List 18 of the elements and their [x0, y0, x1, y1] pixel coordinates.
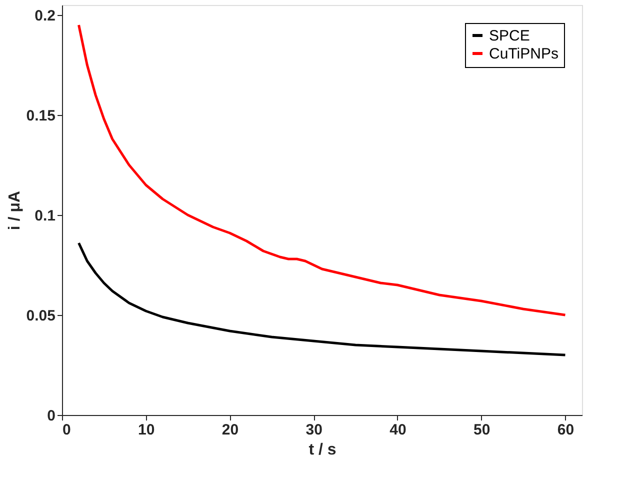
x-tick-label: 0 — [62, 422, 71, 438]
x-tick-label: 20 — [222, 422, 239, 438]
y-tick-label: 0.05 — [26, 308, 56, 324]
legend-label: CuTiPNPs — [489, 46, 558, 62]
x-tick-label: 40 — [390, 422, 406, 438]
y-axis-title: i / μA — [6, 190, 24, 230]
x-tick-label: 60 — [557, 422, 574, 438]
x-axis-title: t / s — [308, 442, 336, 458]
x-tick-label: 10 — [138, 422, 155, 438]
x-tick-label: 30 — [306, 422, 322, 438]
line-series — [78, 242, 566, 356]
y-tick-label: 0 — [47, 408, 56, 424]
x-tick-label: 50 — [474, 422, 490, 438]
y-tick-label: 0.15 — [26, 108, 56, 124]
line-series — [78, 24, 566, 316]
y-tick-label: 0.1 — [34, 208, 56, 224]
y-tick-label: 0.2 — [34, 8, 56, 24]
legend-label: SPCE — [489, 28, 530, 44]
